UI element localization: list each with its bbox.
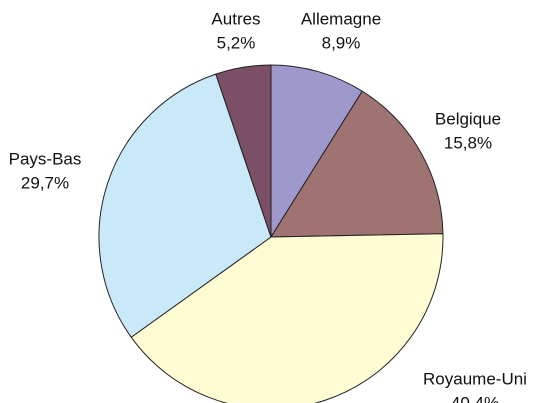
- slice-value-label: 5,2%: [217, 33, 256, 52]
- pie-slice: [98, 73, 272, 338]
- pie-slice: [130, 233, 444, 403]
- slice-value-label: 40,4%: [451, 393, 499, 403]
- slice-label: Allemagne: [301, 9, 381, 28]
- slice-label: Royaume-Uni: [423, 369, 527, 388]
- slice-label: Pays-Bas: [9, 149, 82, 168]
- pie-slice: [215, 64, 272, 238]
- slice-value-label: 15,8%: [444, 133, 492, 152]
- slice-label: Belgique: [435, 109, 501, 128]
- slice-value-label: 8,9%: [322, 33, 361, 52]
- slice-label: Autres: [211, 9, 260, 28]
- slice-value-label: 29,7%: [21, 173, 69, 192]
- pie-slice: [270, 64, 363, 239]
- pie-slice: [270, 90, 444, 238]
